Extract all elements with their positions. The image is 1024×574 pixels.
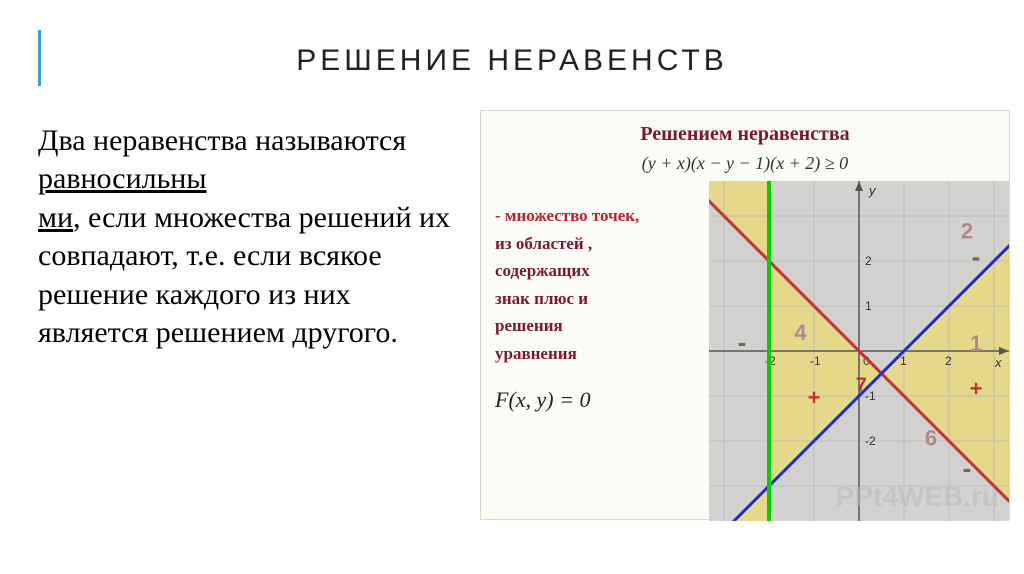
svg-text:-2: -2 [865, 434, 876, 448]
page-title: РЕШЕНИЕ НЕРАВЕНСТВ [0, 44, 1024, 78]
svg-text:-: - [738, 327, 747, 357]
note-line-3: содержащих [495, 258, 705, 284]
svg-text:-: - [963, 453, 972, 483]
chart-notes: - множество точек, из областей , содержа… [495, 203, 705, 368]
note-line-4: знак плюс и [495, 286, 705, 312]
body-text-4: , если множества решений их совпадают, т… [38, 201, 450, 349]
body-paragraph: Два неравенства называются равносильны ми… [38, 122, 468, 352]
svg-text:4: 4 [794, 320, 807, 345]
svg-text:-: - [972, 242, 981, 272]
svg-text:+: + [808, 385, 821, 410]
svg-text:1: 1 [970, 331, 982, 356]
chart-equation: (y + x)(x − y − 1)(x + 2) ≥ 0 [481, 153, 1009, 174]
note-line-5: решения [495, 313, 705, 339]
note-line-1: - множество точек, [495, 203, 705, 229]
chart-title: Решением неравенства [481, 123, 1009, 146]
body-text-underlined-1: равносильны [38, 162, 207, 195]
body-text-underlined-2: ми [38, 201, 73, 234]
svg-text:2: 2 [945, 354, 952, 368]
svg-text:1: 1 [865, 299, 872, 313]
watermark: PPt4WEB.ru [836, 481, 999, 513]
chart-plot: -2-112-2-1120xy12467--++- [709, 181, 1009, 521]
svg-text:2: 2 [865, 254, 872, 268]
note-line-2: из областей , [495, 231, 705, 257]
chart-container: Решением неравенства (y + x)(x − y − 1)(… [480, 110, 1010, 520]
svg-text:+: + [970, 376, 983, 401]
chart-function-equation: F(x, y) = 0 [495, 387, 590, 413]
body-text-1: Два неравенства называются [38, 124, 406, 157]
svg-text:6: 6 [925, 426, 937, 451]
note-line-6: уравнения [495, 341, 705, 367]
svg-text:7: 7 [856, 375, 867, 397]
svg-text:-1: -1 [810, 354, 821, 368]
svg-text:x: x [994, 355, 1002, 370]
svg-text:2: 2 [961, 219, 973, 244]
svg-text:1: 1 [900, 354, 907, 368]
